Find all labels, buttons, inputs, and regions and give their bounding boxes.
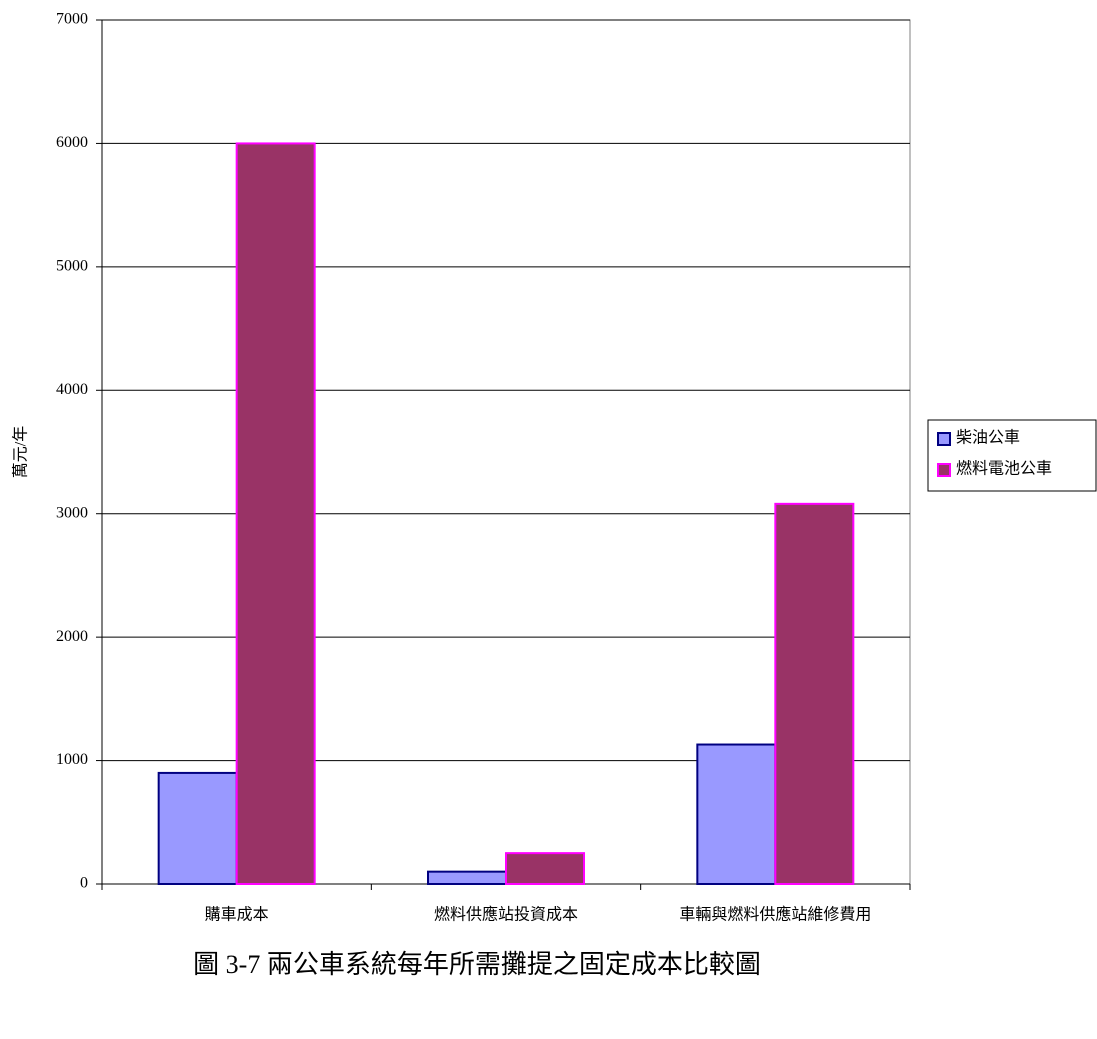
y-tick-label: 0: [80, 875, 88, 892]
legend-label: 柴油公車: [956, 429, 1020, 447]
y-tick-label: 3000: [56, 504, 88, 521]
bar: [157, 771, 238, 886]
y-tick-label: 5000: [56, 258, 88, 275]
legend-box: [927, 419, 1097, 492]
bar: [774, 502, 855, 885]
bar: [696, 743, 777, 885]
caption: 圖 3-7 兩公車系統每年所需攤提之固定成本比較圖: [193, 950, 761, 979]
bar: [505, 852, 585, 886]
x-tick-label: 燃料供應站投資成本: [434, 905, 578, 924]
bar: [427, 870, 507, 886]
y-tick-label: 6000: [56, 134, 88, 151]
y-axis-label: 萬元/年: [12, 426, 30, 478]
x-tick-label: 車輛與燃料供應站維修費用: [679, 905, 871, 924]
x-tick-label: 購車成本: [205, 906, 269, 924]
legend-label: 燃料電池公車: [956, 460, 1052, 478]
y-tick-label: 1000: [56, 751, 88, 768]
legend-swatch: [937, 463, 951, 477]
y-tick-label: 7000: [56, 11, 88, 28]
bar: [235, 142, 316, 885]
y-tick-label: 2000: [56, 628, 88, 645]
legend-swatch: [937, 432, 951, 446]
y-tick-label: 4000: [56, 381, 88, 398]
